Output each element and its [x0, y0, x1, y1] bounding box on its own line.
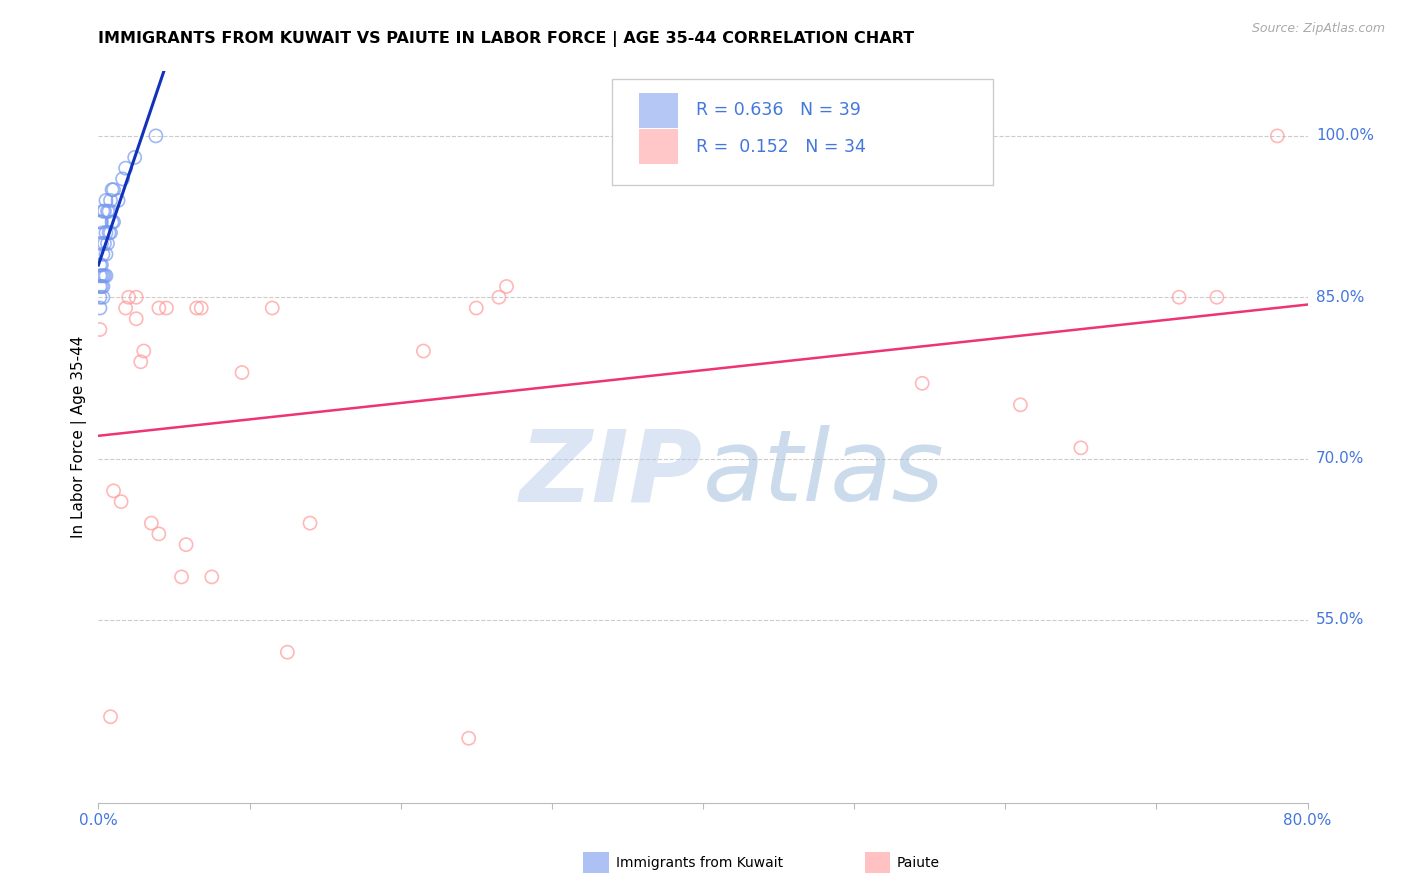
Point [141, 516, 163, 530]
Point [124, 150, 146, 164]
Point [1010, 398, 1032, 412]
Point [96, 236, 118, 251]
Point [201, 570, 224, 584]
Point [262, 301, 284, 315]
Point [1168, 290, 1191, 304]
Point [276, 645, 298, 659]
Point [90, 236, 112, 251]
Point [98, 226, 121, 240]
Point [90, 279, 112, 293]
Point [465, 301, 488, 315]
Point [91, 204, 114, 219]
Point [299, 516, 322, 530]
Point [1206, 290, 1229, 304]
Point [98, 204, 121, 219]
Point [94, 194, 117, 208]
Point [90, 268, 112, 283]
Point [114, 301, 136, 315]
Text: 85.0%: 85.0% [1316, 290, 1364, 305]
Point [103, 215, 125, 229]
Point [91, 226, 114, 240]
Point [488, 290, 510, 304]
Text: R =  0.152   N = 34: R = 0.152 N = 34 [696, 137, 866, 156]
Y-axis label: In Labor Force | Age 35-44: In Labor Force | Age 35-44 [72, 336, 87, 538]
Point [148, 301, 170, 315]
Point [90, 258, 112, 272]
Text: 100.0%: 100.0% [1316, 128, 1374, 144]
Point [89, 268, 111, 283]
Point [110, 494, 132, 508]
Text: R = 0.636   N = 39: R = 0.636 N = 39 [696, 101, 860, 120]
Point [94, 247, 117, 261]
Text: 55.0%: 55.0% [1316, 613, 1364, 627]
Point [100, 710, 122, 724]
Text: Immigrants from Kuwait: Immigrants from Kuwait [616, 855, 783, 870]
Text: atlas: atlas [703, 425, 945, 522]
Point [190, 301, 212, 315]
Point [94, 268, 117, 283]
Point [103, 183, 125, 197]
Point [89, 322, 111, 336]
Point [107, 194, 129, 208]
Point [148, 527, 170, 541]
Bar [638, 93, 678, 128]
Point [89, 215, 111, 229]
Point [111, 172, 134, 186]
Point [90, 215, 112, 229]
Point [186, 301, 208, 315]
Point [93, 204, 115, 219]
Point [155, 301, 177, 315]
Point [101, 215, 124, 229]
Point [174, 538, 197, 552]
Text: Paiute: Paiute [897, 855, 941, 870]
Text: ZIP: ZIP [520, 425, 703, 522]
Point [412, 344, 434, 359]
Point [145, 128, 167, 143]
Point [911, 376, 934, 391]
Point [129, 355, 152, 369]
Point [89, 279, 111, 293]
Point [231, 366, 253, 380]
Point [103, 483, 125, 498]
FancyBboxPatch shape [612, 78, 993, 185]
Point [100, 194, 122, 208]
Point [89, 290, 111, 304]
Point [101, 183, 124, 197]
Point [495, 279, 517, 293]
Point [1070, 441, 1092, 455]
Point [89, 258, 111, 272]
Point [93, 268, 115, 283]
Point [132, 344, 155, 359]
Point [91, 247, 114, 261]
Text: 70.0%: 70.0% [1316, 451, 1364, 467]
Point [114, 161, 136, 176]
Point [125, 311, 148, 326]
Point [94, 226, 117, 240]
Point [170, 570, 193, 584]
Point [118, 290, 141, 304]
Point [89, 301, 111, 315]
Point [1265, 128, 1288, 143]
Text: IMMIGRANTS FROM KUWAIT VS PAIUTE IN LABOR FORCE | AGE 35-44 CORRELATION CHART: IMMIGRANTS FROM KUWAIT VS PAIUTE IN LABO… [98, 31, 914, 47]
Point [91, 290, 114, 304]
Point [96, 204, 118, 219]
Point [100, 226, 122, 240]
Point [125, 290, 148, 304]
Point [91, 268, 114, 283]
Bar [638, 129, 678, 164]
Text: Source: ZipAtlas.com: Source: ZipAtlas.com [1251, 22, 1385, 36]
Point [457, 731, 479, 746]
Point [93, 236, 115, 251]
Point [91, 279, 114, 293]
